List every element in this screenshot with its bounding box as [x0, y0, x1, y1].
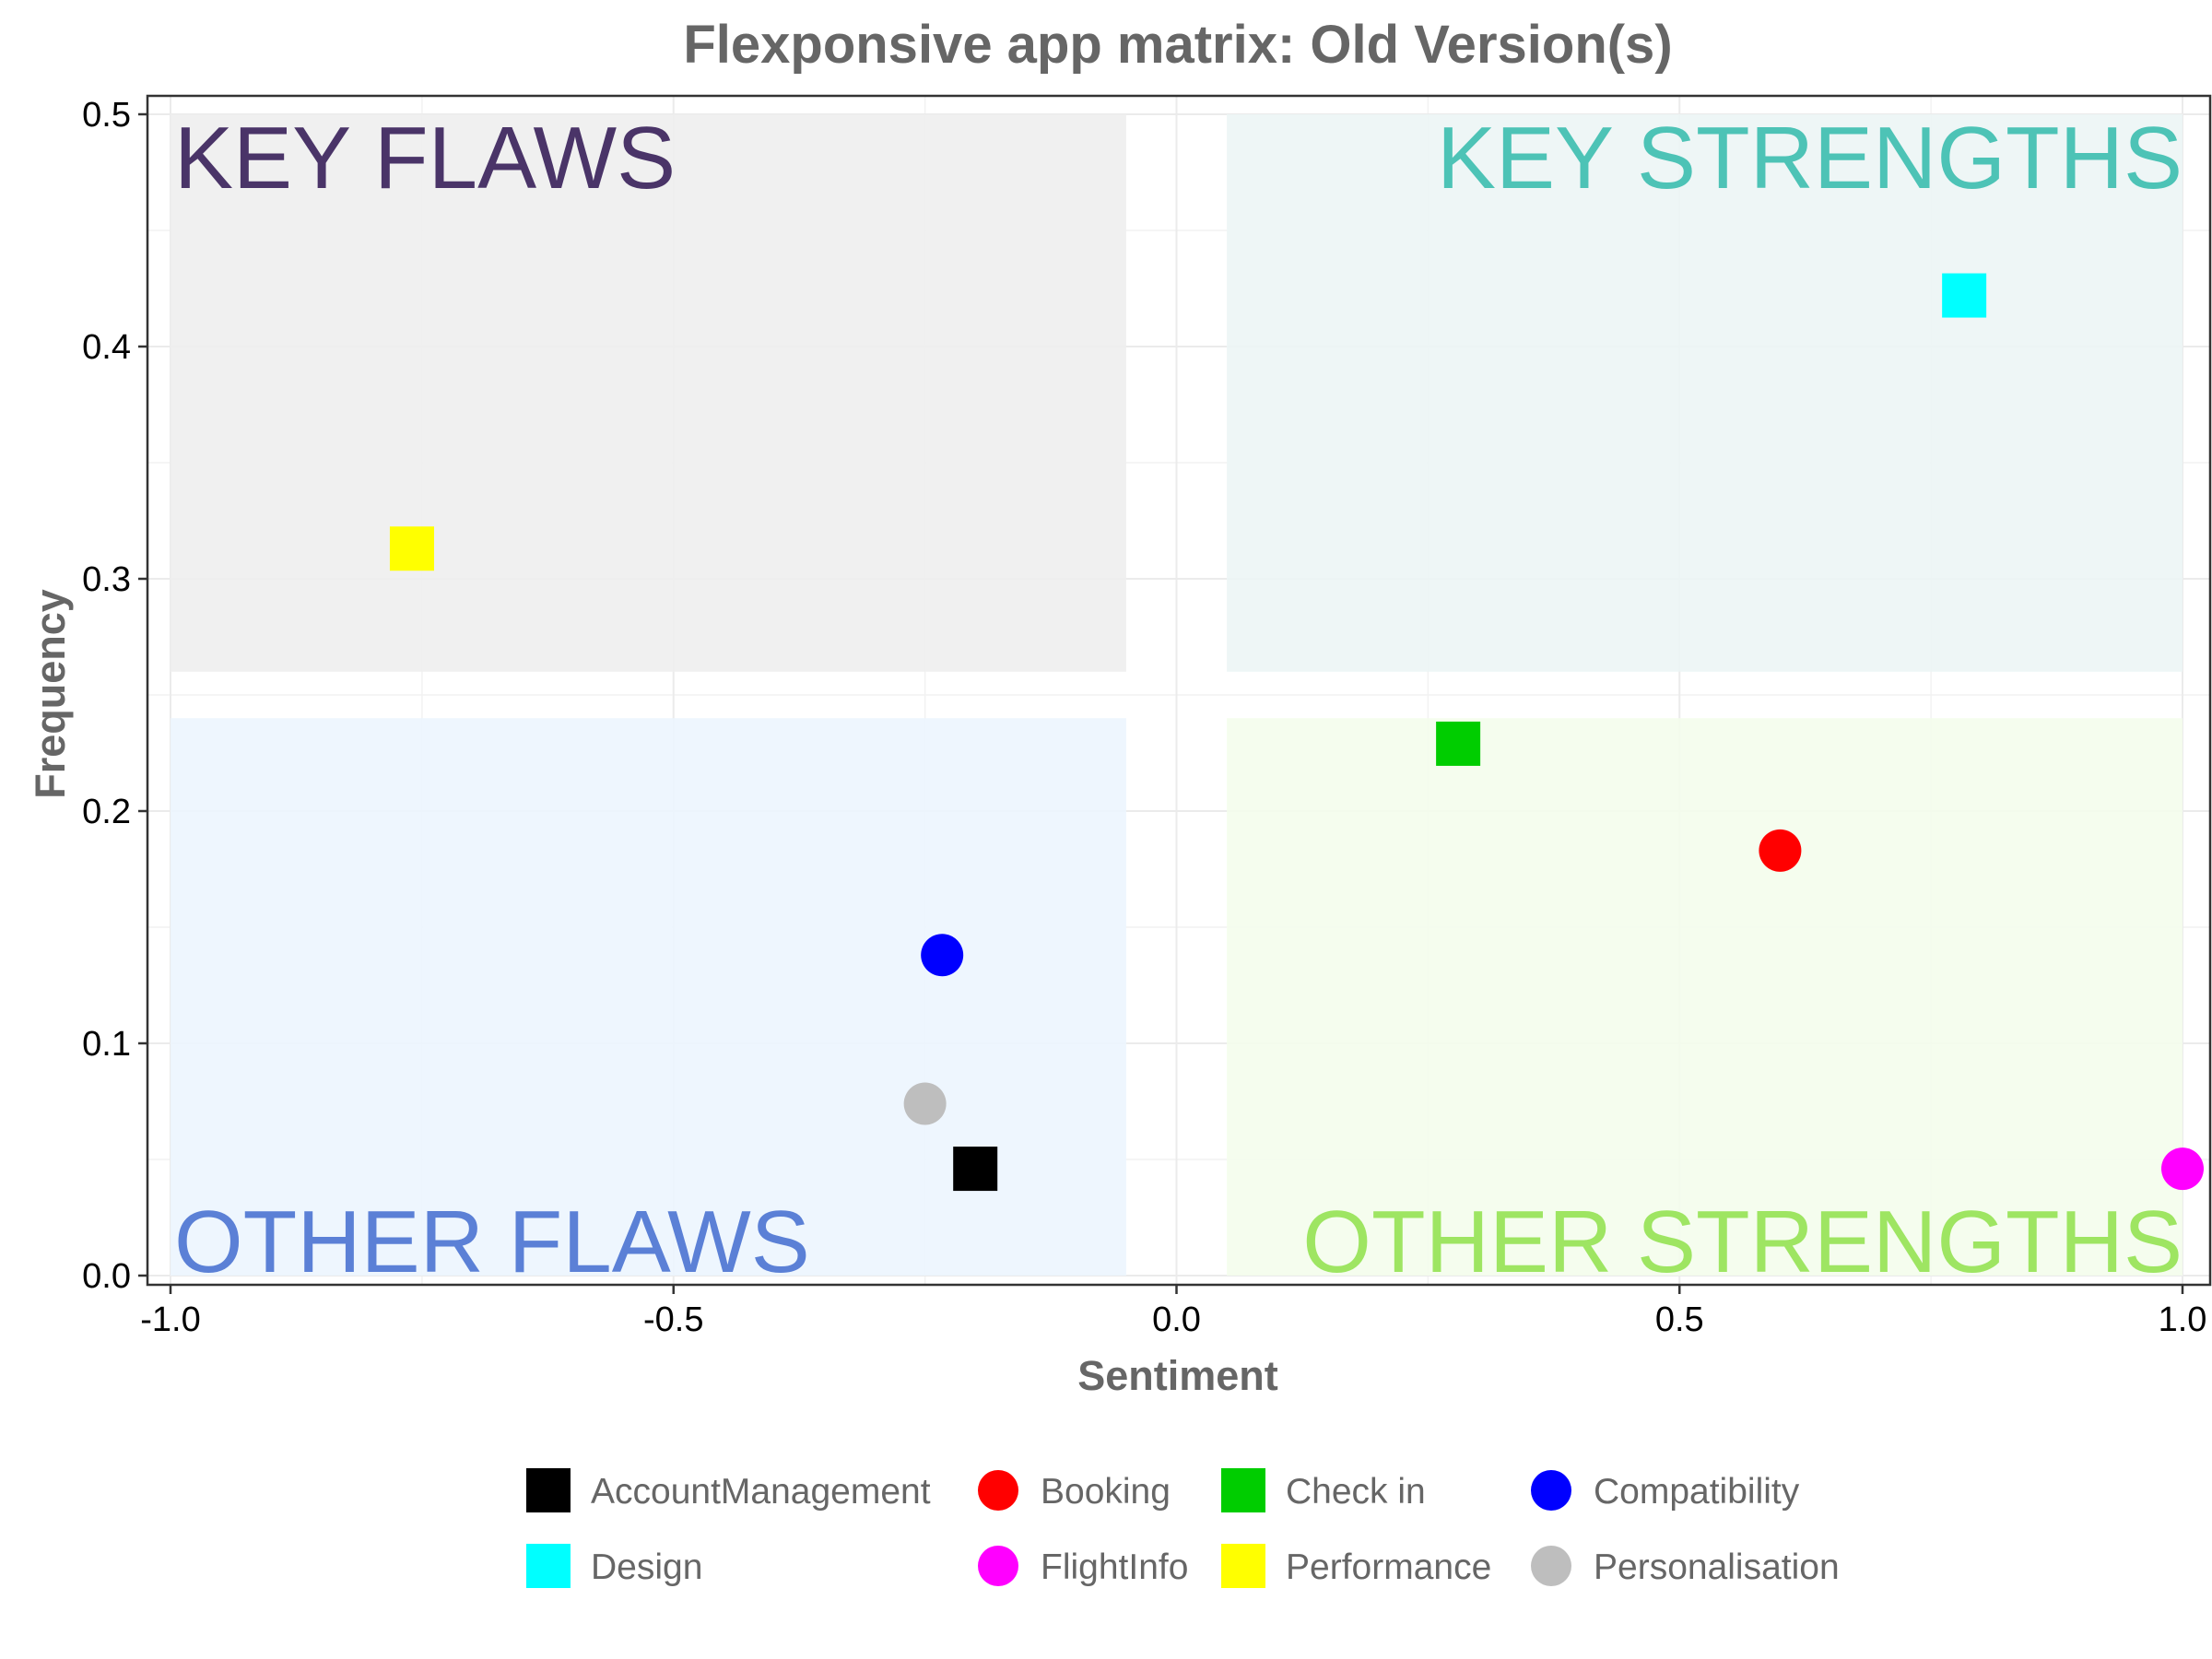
point-personalisation: [903, 1082, 947, 1125]
quadrant-key-flaws: [171, 114, 1126, 672]
legend-key-design: [526, 1544, 571, 1588]
point-check-in: [1436, 721, 1481, 766]
legend-key-performance: [1221, 1544, 1265, 1588]
x-tick-label: -0.5: [643, 1300, 703, 1339]
legend-label-performance: Performance: [1286, 1547, 1491, 1587]
legend: AccountManagement Booking Check in Compatib…: [526, 1468, 1840, 1588]
quadrant-label-other-flaws: OTHER FLAWS: [174, 1193, 810, 1291]
legend-label-booking: Booking: [1041, 1472, 1171, 1512]
legend-key-accountmanagement: [526, 1468, 571, 1512]
y-tick-label: 0.1: [82, 1025, 131, 1064]
point-flightinfo: [2161, 1147, 2204, 1191]
legend-label-flightinfo: FlightInfo: [1041, 1547, 1188, 1587]
legend-key-flightinfo: [978, 1546, 1018, 1586]
quadrant-label-key-flaws: KEY FLAWS: [174, 109, 676, 207]
x-axis-title: Sentiment: [1077, 1352, 1278, 1399]
y-tick-label: 0.4: [82, 328, 131, 367]
legend-label-compatibility: Compatibility: [1594, 1472, 1800, 1512]
x-tick-label: -1.0: [140, 1300, 200, 1339]
point-compatibility: [921, 934, 964, 977]
point-booking: [1759, 829, 1802, 872]
y-tick-label: 0.0: [82, 1257, 131, 1296]
y-tick-label: 0.5: [82, 96, 131, 135]
x-tick-label: 1.0: [2159, 1300, 2207, 1339]
x-tick-label: 0.0: [1152, 1300, 1201, 1339]
point-performance: [389, 526, 434, 571]
y-tick-label: 0.2: [82, 793, 131, 831]
legend-label-personalisation: Personalisation: [1594, 1547, 1840, 1587]
legend-key-check-in: [1221, 1468, 1265, 1512]
quadrant-label-other-strengths: OTHER STRENGTHS: [1302, 1193, 2183, 1291]
quadrant-other-strengths: [1227, 718, 2183, 1276]
quadrant-label-key-strengths: KEY STRENGTHS: [1437, 109, 2183, 207]
y-axis-title: Frequency: [27, 589, 74, 799]
plot-border: [146, 94, 2212, 1287]
axes: -1.0 -0.5 0.0 0.5 1.0 0.0 0.1 0.2 0.3 0.4 0.5: [82, 96, 2206, 1339]
legend-key-personalisation: [1531, 1546, 1571, 1586]
chart-title: Flexponsive app matrix: Old Version(s): [683, 15, 1672, 75]
legend-label-design: Design: [591, 1547, 702, 1587]
y-tick-label: 0.3: [82, 560, 131, 599]
data-points: [389, 273, 2204, 1192]
legend-label-check-in: Check in: [1286, 1472, 1426, 1512]
point-design: [1942, 273, 1987, 318]
quadrant-key-strengths: [1227, 114, 2183, 672]
legend-key-booking: [978, 1470, 1018, 1511]
point-accountmanagement: [953, 1147, 998, 1192]
x-tick-label: 0.5: [1655, 1300, 1704, 1339]
legend-label-accountmanagement: AccountManagement: [591, 1472, 931, 1512]
legend-key-compatibility: [1531, 1470, 1571, 1511]
